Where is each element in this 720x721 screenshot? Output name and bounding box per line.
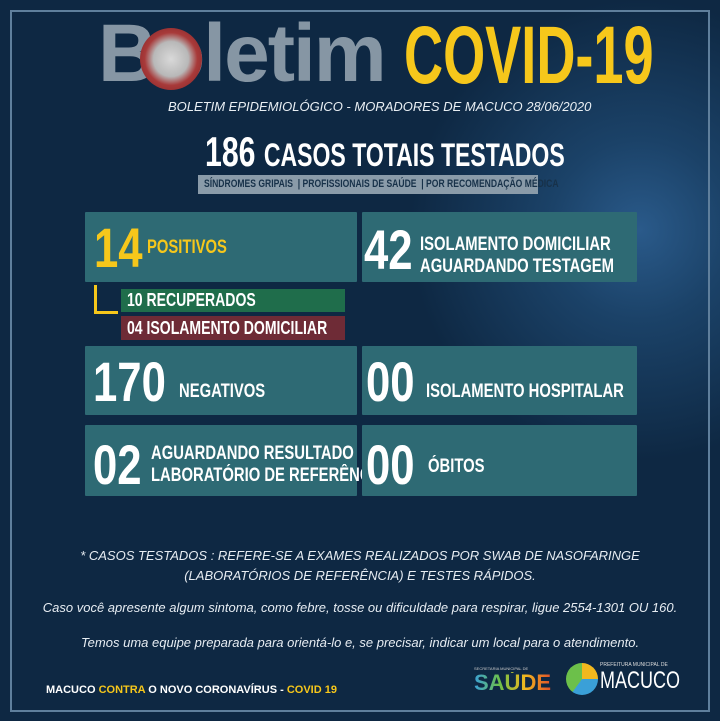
box-aguardando-testagem: 42 ISOLAMENTO DOMICILIAR AGUARDANDO TEST…	[362, 212, 637, 282]
virus-icon	[140, 28, 202, 90]
note-line2: (LABORATÓRIOS DE REFERÊNCIA) E TESTES RÁ…	[184, 568, 536, 583]
note-line4: Temos uma equipe preparada para orientá-…	[80, 635, 640, 650]
subtitle: BOLETIM EPIDEMIOLÓGICO - MORADORES DE MA…	[168, 99, 592, 114]
box-negativos: 170 NEGATIVOS	[85, 346, 357, 415]
total-label: CASOS TOTAIS TESTADOS	[263, 137, 565, 173]
box-positivos: 14 POSITIVOS	[85, 212, 357, 282]
box-obitos: 00 ÓBITOS	[362, 425, 637, 496]
frame-border	[10, 10, 710, 712]
macuco-logo: PREFEITURA MUNICIPAL DE MACUCO	[600, 662, 681, 694]
saude-logo: SECRETARIA MUNICIPAL DE SAÚDE	[474, 666, 552, 695]
recuperados-bar: 10 RECUPERADOS	[121, 289, 345, 312]
box-aguardando-resultado: 02 AGUARDANDO RESULTADO LABORATÓRIO DE R…	[85, 425, 385, 496]
total-number: 186	[205, 128, 256, 175]
box-hospitalar: 00 ISOLAMENTO HOSPITALAR	[362, 346, 637, 415]
arrow-icon	[94, 285, 118, 314]
isolamento-domiciliar-bar: 04 ISOLAMENTO DOMICILIAR	[121, 316, 345, 340]
note-line1: * CASOS TESTADOS : REFERE-SE A EXAMES RE…	[80, 548, 640, 563]
note-line3: Caso você apresente algum sintoma, como …	[42, 600, 678, 615]
total-categories: SÍNDROMES GRIPAIS | PROFISSIONAIS DE SAÚ…	[198, 175, 559, 194]
title-covid: COVID-19	[404, 10, 654, 101]
total-tested: 186 CASOS TOTAIS TESTADOS	[205, 131, 705, 174]
footer-slogan: MACUCO CONTRA O NOVO CORONAVÍRUS - COVID…	[46, 684, 337, 696]
macuco-logo-icon	[566, 663, 598, 695]
